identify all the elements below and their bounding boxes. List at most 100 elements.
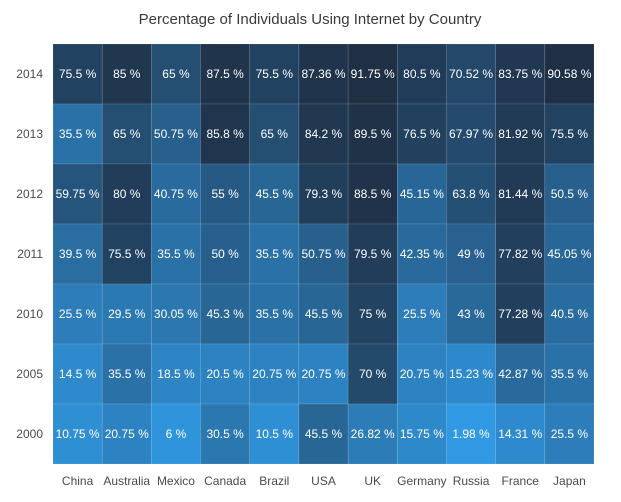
cell-value-label: 25.5 %: [403, 307, 441, 321]
cell-value-label: 6 %: [166, 427, 187, 441]
heatmap-cell[interactable]: [200, 223, 251, 285]
heatmap-cell[interactable]: [101, 103, 152, 165]
cell-value-label: 26.82 %: [351, 427, 395, 441]
heatmap-cell[interactable]: [249, 43, 300, 105]
heatmap-cell[interactable]: [52, 103, 103, 165]
heatmap-cell[interactable]: [446, 223, 496, 285]
heatmap-cell[interactable]: [151, 283, 201, 345]
heatmap-cell[interactable]: [249, 223, 300, 285]
heatmap-cell[interactable]: [495, 403, 546, 465]
heatmap-cell[interactable]: [298, 43, 349, 105]
heatmap-cell[interactable]: [200, 103, 251, 165]
heatmap-cell[interactable]: [544, 43, 595, 105]
x-axis-label: Russia: [453, 474, 490, 488]
heatmap-cell[interactable]: [52, 343, 103, 405]
heatmap-cell[interactable]: [151, 103, 201, 165]
heatmap-cell[interactable]: [544, 163, 595, 225]
y-axis-label: 2012: [16, 187, 43, 201]
cell-value-label: 79.3 %: [305, 187, 343, 201]
heatmap-cell[interactable]: [396, 43, 447, 105]
heatmap-cell[interactable]: [495, 103, 546, 165]
heatmap-cell[interactable]: [544, 103, 595, 165]
heatmap-cell[interactable]: [544, 403, 595, 465]
heatmap-cell[interactable]: [544, 343, 595, 405]
cell-value-label: 55 %: [211, 187, 239, 201]
heatmap-cell[interactable]: [151, 163, 201, 225]
heatmap-cell[interactable]: [446, 163, 496, 225]
cell-value-label: 45.15 %: [400, 187, 444, 201]
heatmap-cell[interactable]: [495, 283, 546, 345]
cell-value-label: 10.5 %: [256, 427, 294, 441]
heatmap-cell[interactable]: [52, 43, 103, 105]
heatmap-cell[interactable]: [249, 283, 300, 345]
heatmap-cell[interactable]: [101, 43, 152, 105]
heatmap-cell[interactable]: [298, 283, 349, 345]
heatmap-cell[interactable]: [249, 103, 300, 165]
cell-value-label: 15.23 %: [449, 367, 493, 381]
heatmap-cell[interactable]: [151, 43, 201, 105]
x-axis-label: Brazil: [259, 474, 289, 488]
heatmap-cell[interactable]: [446, 283, 496, 345]
heatmap-cell[interactable]: [347, 403, 398, 465]
x-axis-label: France: [502, 474, 540, 488]
x-axis-labels: China Australia Mexico Canada Brazil USA UK Ger…: [62, 474, 586, 488]
cell-value-label: 45.3 %: [206, 307, 244, 321]
cell-value-label: 45.5 %: [256, 187, 294, 201]
heatmap-cell[interactable]: [52, 283, 103, 345]
heatmap-cell[interactable]: [495, 43, 546, 105]
heatmap-cell[interactable]: [249, 403, 300, 465]
heatmap-cell[interactable]: [200, 403, 251, 465]
cell-value-label: 25.5 %: [59, 307, 97, 321]
heatmap-cell[interactable]: [396, 103, 447, 165]
heatmap-cell[interactable]: [396, 283, 447, 345]
heatmap-cell[interactable]: [151, 223, 201, 285]
heatmap-cell[interactable]: [200, 43, 251, 105]
cell-value-label: 90.58 %: [547, 67, 591, 81]
cell-value-label: 45.05 %: [547, 247, 591, 261]
x-axis-label: Germany: [397, 474, 446, 488]
cell-value-label: 20.75 %: [252, 367, 296, 381]
heatmap-cell[interactable]: [200, 343, 251, 405]
heatmap-cell[interactable]: [298, 163, 349, 225]
heatmap-cell[interactable]: [544, 283, 595, 345]
x-axis-label: USA: [311, 474, 336, 488]
heatmap-cell[interactable]: [52, 403, 103, 465]
heatmap-cell[interactable]: [544, 223, 595, 285]
heatmap-cell[interactable]: [347, 163, 398, 225]
heatmap-cell[interactable]: [298, 403, 349, 465]
heatmap-cell[interactable]: [151, 403, 201, 465]
heatmap-cell[interactable]: [52, 163, 103, 225]
heatmap-cell[interactable]: [495, 223, 546, 285]
heatmap-cell[interactable]: [298, 223, 349, 285]
cell-value-label: 67.97 %: [449, 127, 493, 141]
heatmap-cell[interactable]: [249, 163, 300, 225]
cell-value-label: 43 %: [457, 307, 485, 321]
cell-value-label: 45.5 %: [305, 307, 343, 321]
heatmap-cell[interactable]: [347, 223, 398, 285]
heatmap-cell[interactable]: [347, 103, 398, 165]
cell-value-label: 25.5 %: [551, 427, 589, 441]
heatmap-cell[interactable]: [101, 223, 152, 285]
heatmap-cell[interactable]: [200, 283, 251, 345]
heatmap-cell[interactable]: [298, 343, 349, 405]
heatmap-cell[interactable]: [101, 283, 152, 345]
heatmap-cell[interactable]: [396, 163, 447, 225]
cell-value-label: 18.5 %: [157, 367, 195, 381]
heatmap-cell[interactable]: [101, 343, 152, 405]
heatmap-cell[interactable]: [446, 343, 496, 405]
x-axis-label: Mexico: [157, 474, 195, 488]
cell-value-label: 20.75 %: [105, 427, 149, 441]
cell-value-label: 45.5 %: [305, 427, 343, 441]
cell-value-label: 76.5 %: [403, 127, 441, 141]
cell-value-label: 85.8 %: [206, 127, 244, 141]
cell-value-label: 42.87 %: [498, 367, 542, 381]
heatmap-cell[interactable]: [446, 103, 496, 165]
heatmap-cell[interactable]: [396, 403, 447, 465]
heatmap-cell[interactable]: [298, 103, 349, 165]
heatmap-cell[interactable]: [347, 283, 398, 345]
heatmap-cell[interactable]: [101, 403, 152, 465]
heatmap-cell[interactable]: [446, 403, 496, 465]
cell-value-label: 14.31 %: [498, 427, 542, 441]
cell-value-label: 50.75 %: [301, 247, 345, 261]
